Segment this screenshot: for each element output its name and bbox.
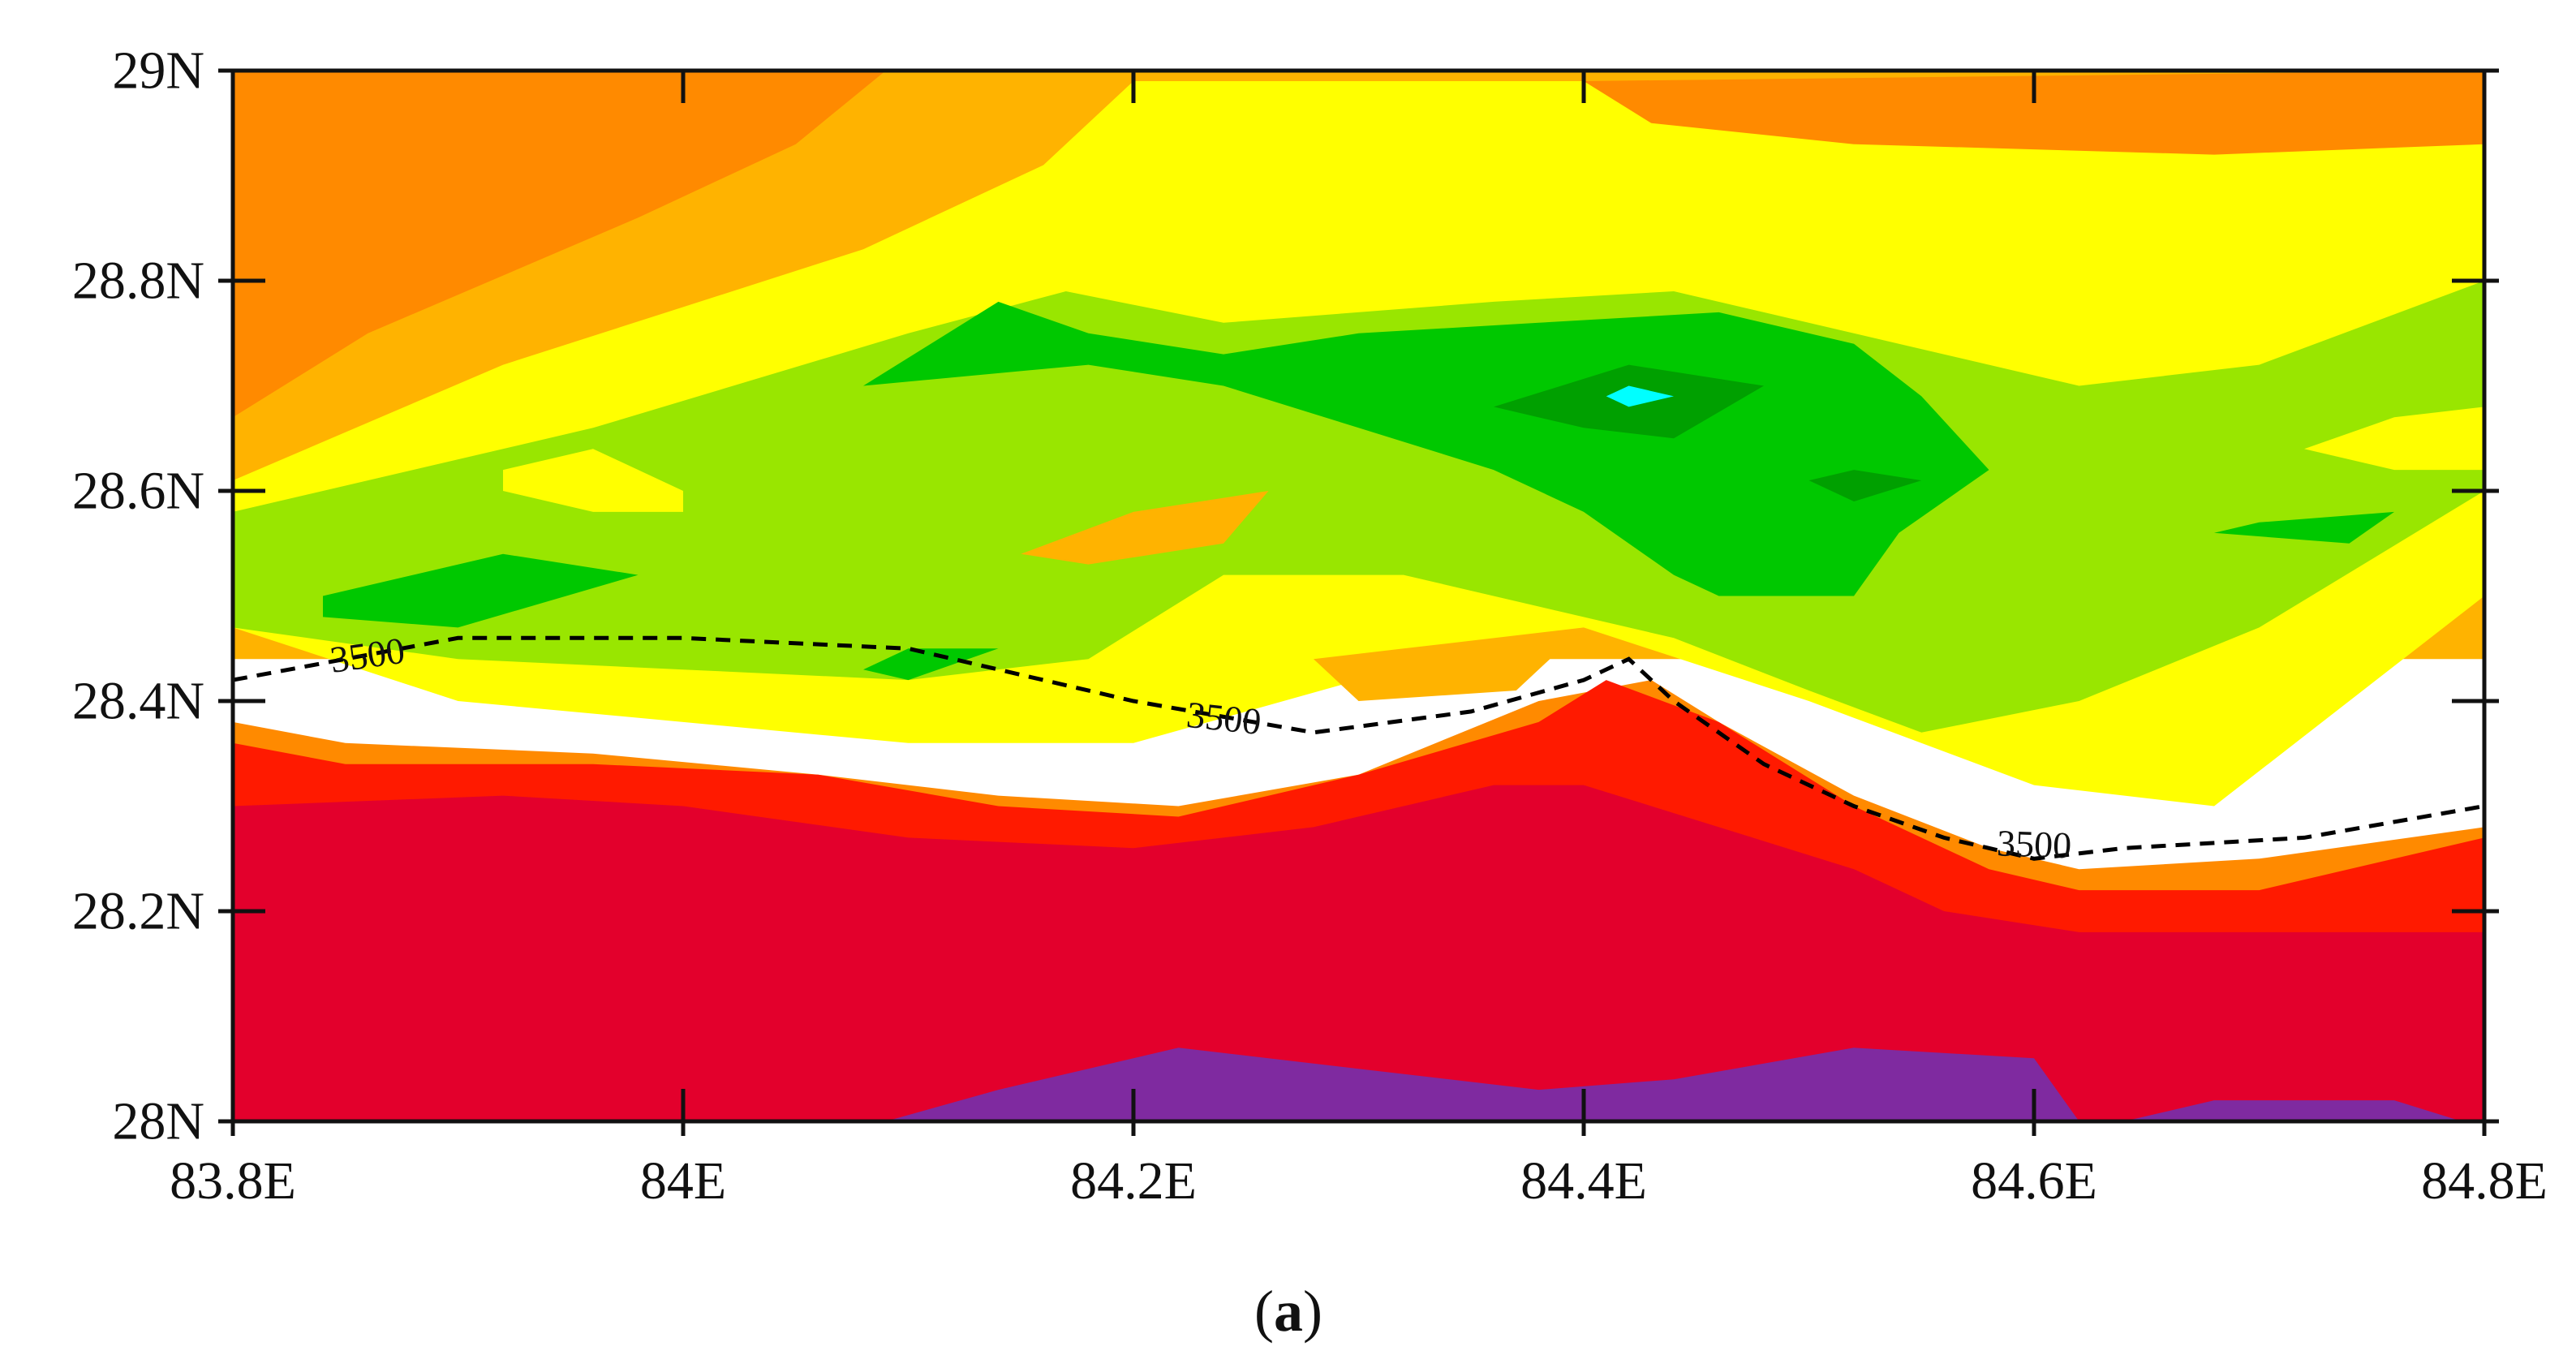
- contour-region-orange: [1584, 71, 2484, 155]
- plot-frame: [230, 68, 2487, 1124]
- y-tick-label: 28N: [112, 1092, 204, 1151]
- x-tick-label: 84.6E: [1971, 1151, 2097, 1211]
- axis-ticks: [218, 68, 2499, 1136]
- y-tick-label: 28.4N: [72, 672, 204, 731]
- contour-label: 3500: [1185, 694, 1263, 742]
- contour-region-light-green: [233, 281, 2484, 733]
- contour-region-cyan: [1606, 385, 1674, 407]
- contour-region-green: [2214, 511, 2394, 544]
- contour-region-dark-green: [1808, 470, 1922, 501]
- x-tick-label: 83.8E: [170, 1151, 296, 1211]
- contour-region-crimson: [233, 785, 2484, 1121]
- contour-region-light-orange: [1314, 627, 1584, 701]
- x-tick-label: 84.4E: [1520, 1151, 1647, 1211]
- contour-label: 3500: [328, 630, 407, 681]
- contour-labels: 3500 3500 3500: [328, 630, 2072, 867]
- contour-region-purple: [2124, 1100, 2462, 1121]
- x-axis-tick-labels: 83.8E 84E 84.2E 84.4E 84.6E 84.8E: [170, 1151, 2548, 1211]
- contour-region-orange: [233, 71, 886, 418]
- contour-region-yellow: [2304, 407, 2484, 471]
- y-tick-label: 29N: [112, 41, 204, 101]
- figure-caption: (a): [1254, 1279, 1322, 1344]
- contour-label: 3500: [1996, 822, 2072, 866]
- x-tick-label: 84.2E: [1070, 1151, 1197, 1211]
- x-tick-label: 84E: [640, 1151, 726, 1211]
- filled-contour-regions: [233, 71, 2484, 1121]
- y-tick-label: 28.6N: [72, 462, 204, 521]
- contour-region-purple: [885, 1048, 2079, 1121]
- x-tick-label: 84.8E: [2421, 1151, 2548, 1211]
- contour-region-yellow: [503, 449, 683, 512]
- contour-region-green: [323, 553, 639, 628]
- y-tick-label: 28.2N: [72, 882, 204, 941]
- y-axis-tick-labels: 28N 28.2N 28.4N 28.6N 28.8N 29N: [72, 41, 204, 1151]
- contour-region-light-orange: [1021, 491, 1269, 565]
- y-tick-label: 28.8N: [72, 252, 204, 311]
- contour-region-green: [863, 301, 1989, 596]
- contour-region-green: [863, 648, 999, 681]
- contour-line-3500: [233, 635, 2484, 861]
